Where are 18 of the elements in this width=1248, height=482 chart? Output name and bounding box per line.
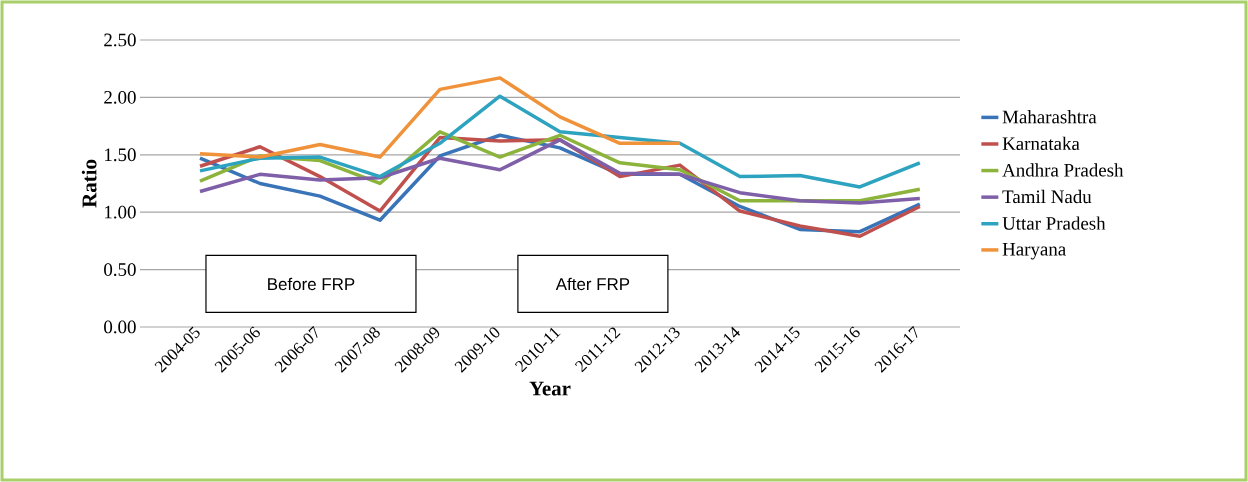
line-series <box>198 94 922 189</box>
legend-label: Maharashtra <box>1002 110 1097 124</box>
legend-label: Karnataka <box>1002 136 1080 150</box>
legend-label: Uttar Pradesh <box>1002 216 1106 230</box>
y-tick-label: 1.00 <box>105 205 136 219</box>
annotation: Before FRP <box>268 277 355 291</box>
legend-label: Haryana <box>1002 243 1066 260</box>
y-tick-label: 2.00 <box>104 90 136 104</box>
y-tick-label: 2.50 <box>104 33 136 47</box>
y-tick-label: 0.00 <box>104 320 136 334</box>
annotation: After FRP <box>555 277 630 291</box>
y-tick-label: 0.50 <box>104 263 136 277</box>
y-axis-title: Ratio <box>81 159 97 208</box>
x-axis-title: Year <box>529 381 571 396</box>
legend-label: Andhra Pradesh <box>1002 163 1124 177</box>
y-tick-label: 1.50 <box>105 148 136 162</box>
legend-label: Tamil Nadu <box>1002 189 1092 204</box>
line-series <box>198 76 682 159</box>
